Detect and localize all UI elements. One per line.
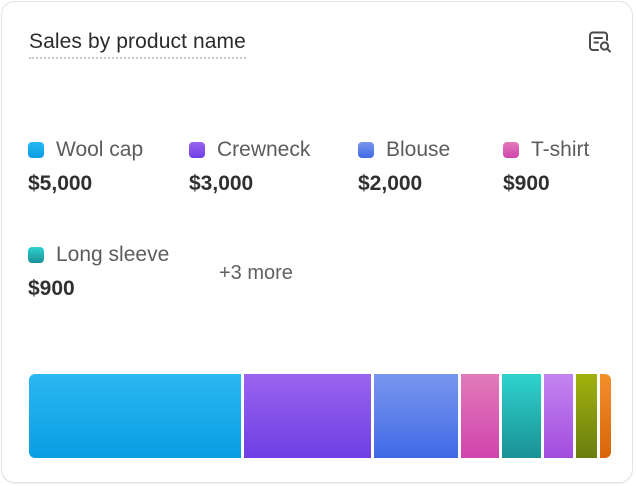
explore-data-button[interactable] — [586, 28, 614, 56]
legend-label: Blouse — [386, 138, 451, 161]
legend-value: $2,000 — [358, 172, 423, 195]
legend-value: $5,000 — [28, 172, 93, 195]
legend-swatch — [358, 142, 374, 158]
legend-label: T-shirt — [531, 138, 590, 161]
bar-segment-t-shirt[interactable] — [461, 374, 500, 458]
legend-label: Long sleeve — [56, 243, 170, 266]
legend-label: Crewneck — [217, 138, 311, 161]
legend-swatch — [189, 142, 205, 158]
bar-segment-crewneck[interactable] — [243, 374, 371, 458]
legend-value: $900 — [503, 172, 550, 195]
bar-segment-other-3[interactable] — [600, 374, 611, 458]
card-title[interactable]: Sales by product name — [29, 28, 246, 59]
stacked-bar-chart — [29, 374, 611, 458]
legend-swatch — [503, 142, 519, 158]
bar-segment-blouse[interactable] — [373, 374, 459, 458]
bar-segment-other-1[interactable] — [543, 374, 574, 458]
legend-value: $3,000 — [189, 172, 254, 195]
legend-swatch — [28, 142, 44, 158]
bar-segment-wool-cap[interactable] — [29, 374, 241, 458]
legend-item-wool-cap[interactable]: Wool cap $5,000 — [28, 137, 143, 197]
legend-label: Wool cap — [56, 138, 144, 161]
legend-item-crewneck[interactable]: Crewneck $3,000 — [189, 137, 310, 197]
chart-search-icon — [589, 31, 611, 53]
legend-item-long-sleeve[interactable]: Long sleeve $900 — [28, 242, 169, 302]
bar-segment-long-sleeve[interactable] — [502, 374, 541, 458]
legend-item-blouse[interactable]: Blouse $2,000 — [358, 137, 450, 197]
legend-value: $900 — [28, 277, 75, 300]
bar-segment-other-2[interactable] — [576, 374, 598, 458]
legend-swatch — [28, 247, 44, 263]
show-more-button[interactable]: +3 more — [219, 262, 293, 284]
legend-item-t-shirt[interactable]: T-shirt $900 — [503, 137, 589, 197]
